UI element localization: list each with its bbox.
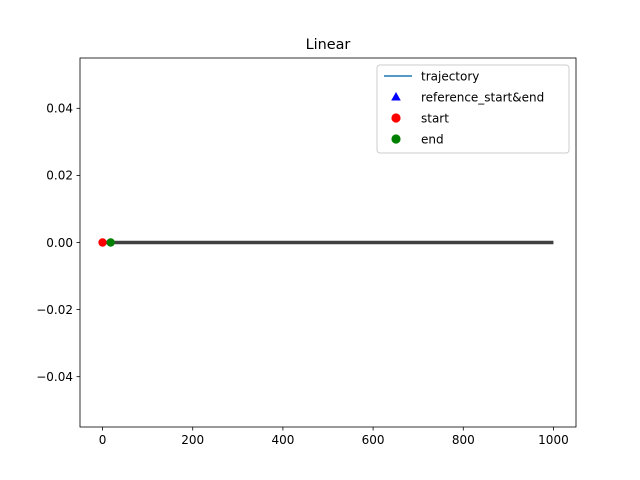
chart-title: Linear xyxy=(306,37,351,53)
x-tick-label: 800 xyxy=(452,433,475,447)
legend-marker-circle xyxy=(391,113,401,123)
plot-area xyxy=(98,238,554,247)
y-tick-label: 0.04 xyxy=(46,102,73,116)
legend-label: start xyxy=(421,111,449,125)
series-point-end xyxy=(106,238,115,247)
y-tick-label: 0.02 xyxy=(46,169,73,183)
legend-marker-circle xyxy=(391,134,401,144)
y-tick-label: −0.02 xyxy=(36,303,73,317)
x-tick-label: 0 xyxy=(99,433,107,447)
legend-marker-triangle xyxy=(391,92,401,101)
legend-label: trajectory xyxy=(421,69,479,83)
series-point-start xyxy=(98,238,107,247)
x-tick-label: 400 xyxy=(271,433,294,447)
x-tick-label: 600 xyxy=(362,433,385,447)
legend-label: end xyxy=(421,132,444,146)
legend-box xyxy=(376,64,570,154)
y-axis: −0.04 −0.02 0.00 0.02 0.04 xyxy=(36,102,80,384)
y-tick-label: −0.04 xyxy=(36,370,73,384)
x-tick-label: 1000 xyxy=(538,433,569,447)
y-tick-label: 0.00 xyxy=(46,236,73,250)
x-tick-label: 200 xyxy=(181,433,204,447)
legend-label: reference_start&end xyxy=(421,90,544,104)
x-axis: 0 200 400 600 800 1000 xyxy=(99,427,569,447)
